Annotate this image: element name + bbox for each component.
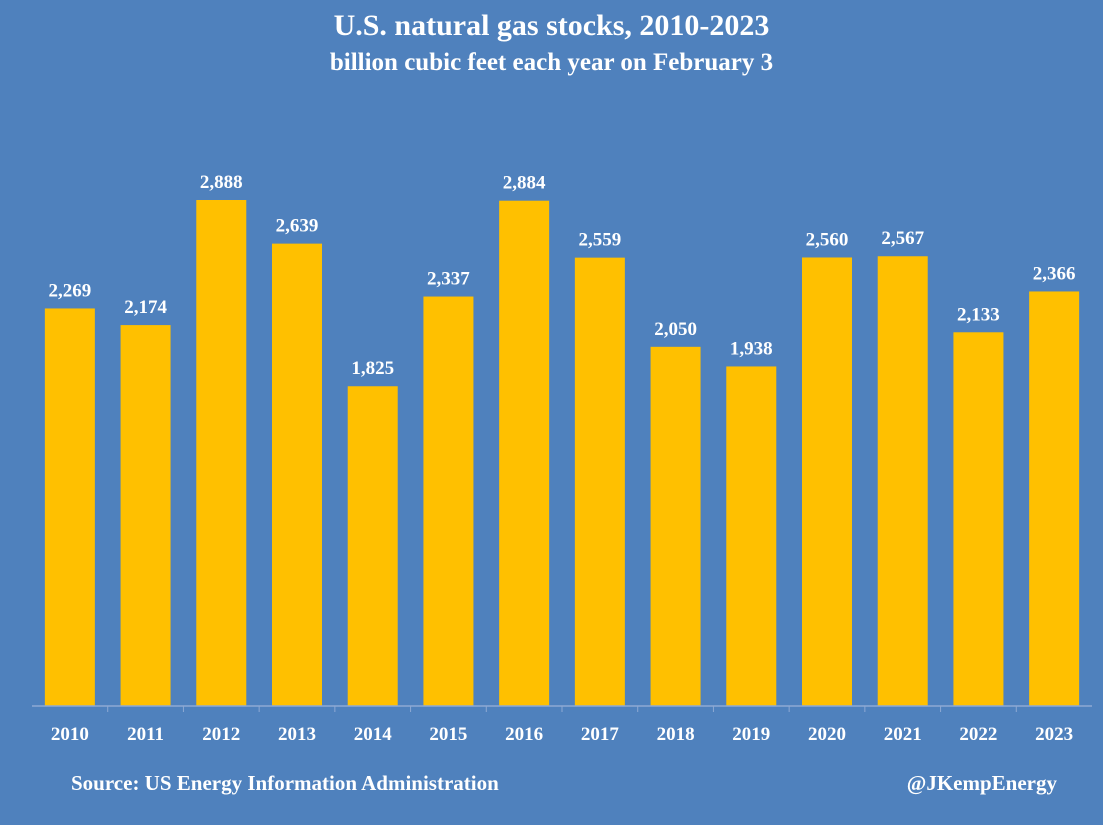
x-tick-label-2014: 2014 — [354, 724, 393, 745]
bar-2010 — [44, 308, 95, 706]
author-handle: @JKempEnergy — [906, 771, 1057, 795]
x-tick-label-2018: 2018 — [657, 724, 695, 745]
bar-2016 — [499, 200, 550, 706]
value-label-2018: 2,050 — [654, 319, 697, 340]
x-axis: 2010 2011 2012 2013 2014 2015 2016 2017 2018 2019… — [32, 705, 1092, 745]
x-tick-label-2011: 2011 — [127, 724, 164, 745]
source-note: Source: US Energy Information Administra… — [71, 771, 499, 795]
chart-title: U.S. natural gas stocks, 2010-2023 — [333, 9, 770, 42]
value-label-2016: 2,884 — [503, 173, 546, 194]
bar-2014 — [347, 386, 398, 706]
value-label-2019: 1,938 — [730, 338, 773, 359]
x-tick-label-2017: 2017 — [581, 724, 620, 745]
x-tick-label-2020: 2020 — [808, 724, 846, 745]
x-tick-label-2010: 2010 — [51, 724, 89, 745]
value-label-2010: 2,269 — [48, 280, 91, 301]
bar-2019 — [726, 366, 777, 706]
x-tick-label-2019: 2019 — [732, 724, 770, 745]
bar-2013 — [272, 243, 322, 707]
chart-subtitle: billion cubic feet each year on February… — [329, 49, 774, 76]
value-label-2021: 2,567 — [881, 228, 924, 249]
x-tick-label-2022: 2022 — [959, 724, 997, 745]
bar-2012 — [196, 200, 247, 706]
x-tick-label-2013: 2013 — [278, 724, 316, 745]
bar-2021 — [877, 256, 928, 706]
x-tick-label-2023: 2023 — [1035, 724, 1073, 745]
value-labels-group: 2,269 2,174 2,888 2,639 1,825 2,337 2,884 2,559… — [48, 172, 1075, 379]
value-label-2020: 2,560 — [806, 229, 849, 250]
bar-2011 — [120, 325, 171, 706]
bar-2018 — [650, 346, 701, 706]
value-label-2012: 2,888 — [200, 172, 243, 193]
value-label-2022: 2,133 — [957, 304, 1000, 325]
value-label-2023: 2,366 — [1033, 263, 1076, 284]
bar-2020 — [802, 257, 852, 706]
x-tick-label-2021: 2021 — [884, 724, 922, 745]
x-tick-label-2016: 2016 — [505, 724, 543, 745]
bar-2022 — [953, 332, 1004, 706]
value-label-2015: 2,337 — [427, 269, 470, 290]
x-tick-label-2015: 2015 — [429, 724, 467, 745]
value-label-2017: 2,559 — [578, 230, 621, 251]
value-label-2013: 2,639 — [276, 216, 319, 237]
bar-2015 — [423, 296, 474, 706]
bar-2023 — [1029, 291, 1080, 706]
x-tick-label-2012: 2012 — [202, 724, 240, 745]
bars-group — [44, 200, 1080, 707]
value-label-2011: 2,174 — [124, 297, 167, 318]
value-label-2014: 1,825 — [351, 358, 394, 379]
bar-2017 — [574, 257, 625, 706]
